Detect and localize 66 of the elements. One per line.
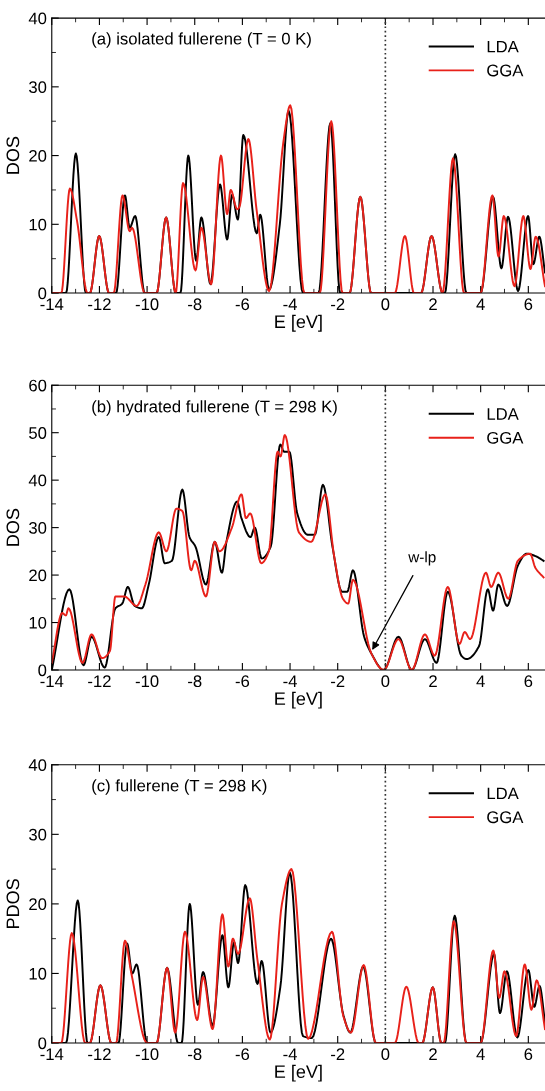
x-tick-label: -8 xyxy=(188,1048,202,1061)
legend-label: GGA xyxy=(487,64,524,77)
x-axis-title: E [eV] xyxy=(275,314,322,332)
x-axis-title: E [eV] xyxy=(275,1064,322,1082)
x-tick-label: -14 xyxy=(40,1048,64,1060)
x-tick-label: 0 xyxy=(381,1048,390,1061)
y-tick-label: 0 xyxy=(38,287,47,300)
legend-label: GGA xyxy=(487,431,524,444)
x-tick-label: 0 xyxy=(381,298,390,311)
x-tick-label: -10 xyxy=(135,675,159,688)
x-tick-label: 2 xyxy=(429,1048,437,1060)
x-tick-label: -2 xyxy=(331,1048,345,1060)
y-tick-label: 10 xyxy=(29,616,47,629)
legend-label: LDA xyxy=(487,787,519,800)
y-tick-label: 10 xyxy=(29,218,47,231)
x-tick-label: -4 xyxy=(283,298,297,310)
x-tick-label: 4 xyxy=(476,675,485,687)
y-tick-label: 30 xyxy=(29,522,47,534)
y-tick-label: 50 xyxy=(29,427,47,439)
x-tick-label: -12 xyxy=(88,1048,111,1060)
x-tick-label: 2 xyxy=(429,298,437,310)
annotation: w-lp xyxy=(408,551,436,566)
y-axis-title: DOS xyxy=(6,136,20,174)
x-tick-label: 0 xyxy=(381,675,390,688)
x-tick-label: 6 xyxy=(524,675,533,688)
legend-label: GGA xyxy=(487,811,524,824)
y-axis-title: PDOS xyxy=(6,879,20,928)
text: (a) isolated fullerene (T = 0 K) xyxy=(92,32,311,48)
x-tick-label: -12 xyxy=(88,675,111,687)
x-tick-label: -14 xyxy=(40,298,64,310)
x-tick-label: 4 xyxy=(476,1048,485,1060)
y-tick-label: 10 xyxy=(29,967,47,980)
x-tick-label: -14 xyxy=(40,675,64,687)
legend-label: LDA xyxy=(487,408,519,420)
x-axis-title: E [eV] xyxy=(275,691,322,709)
x-tick-label: -2 xyxy=(331,675,345,687)
legend-label: LDA xyxy=(487,40,519,53)
y-tick-label: 0 xyxy=(38,664,47,677)
x-tick-label: -2 xyxy=(331,298,345,310)
x-tick-label: -8 xyxy=(188,675,202,688)
y-tick-label: 20 xyxy=(29,898,47,911)
text: (b) hydrated fullerene (T = 298 K) xyxy=(92,400,337,416)
x-tick-label: -6 xyxy=(235,298,250,311)
y-tick-label: 40 xyxy=(28,12,47,25)
x-tick-label: -8 xyxy=(188,298,202,311)
y-tick-label: 40 xyxy=(28,474,47,487)
text: (c) fullerene (T = 298 K) xyxy=(92,779,267,795)
y-tick-label: 40 xyxy=(28,759,47,771)
x-tick-label: 6 xyxy=(524,1048,533,1061)
x-tick-label: 2 xyxy=(429,675,437,687)
y-tick-label: 30 xyxy=(29,81,47,94)
x-tick-label: -4 xyxy=(283,675,297,687)
x-tick-label: -4 xyxy=(283,1048,297,1060)
y-tick-label: 60 xyxy=(29,379,47,392)
y-tick-label: 20 xyxy=(29,569,47,582)
x-tick-label: 4 xyxy=(476,298,485,310)
x-tick-label: -12 xyxy=(88,298,111,310)
y-tick-label: 20 xyxy=(29,149,47,162)
x-tick-label: 6 xyxy=(524,298,533,311)
y-tick-label: 0 xyxy=(38,1037,47,1050)
x-tick-label: -10 xyxy=(135,298,159,311)
x-tick-label: -6 xyxy=(235,1048,250,1061)
x-tick-label: -10 xyxy=(135,1048,159,1061)
x-tick-label: -6 xyxy=(235,675,250,688)
y-axis-title: DOS xyxy=(6,508,20,546)
y-tick-label: 30 xyxy=(29,828,47,841)
